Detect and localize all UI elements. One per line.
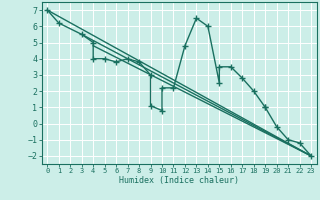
X-axis label: Humidex (Indice chaleur): Humidex (Indice chaleur)	[119, 176, 239, 185]
